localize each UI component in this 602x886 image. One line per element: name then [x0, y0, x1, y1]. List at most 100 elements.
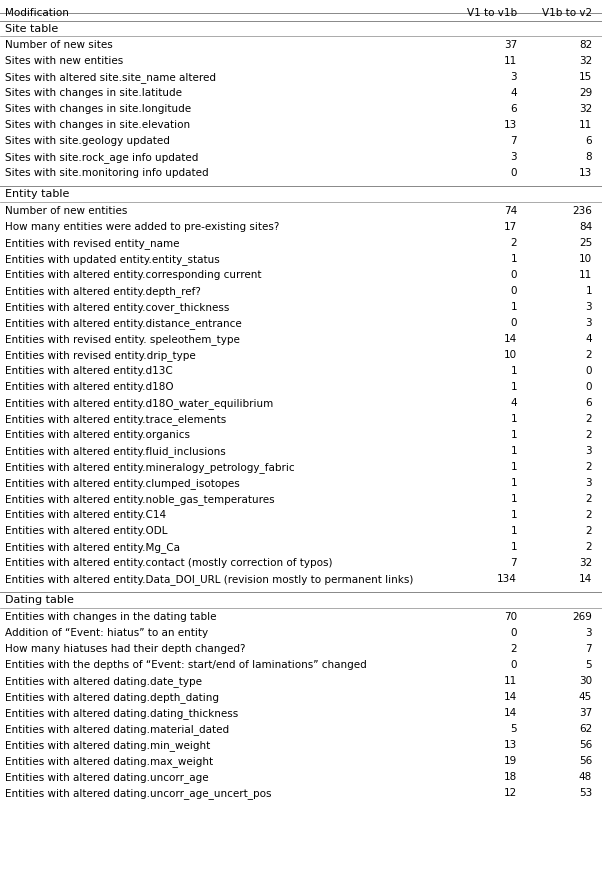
- Text: Entities with altered entity.Mg_Ca: Entities with altered entity.Mg_Ca: [5, 541, 180, 552]
- Text: Entities with revised entity. speleothem_type: Entities with revised entity. speleothem…: [5, 334, 240, 345]
- Text: 4: 4: [510, 398, 517, 408]
- Text: 7: 7: [510, 557, 517, 567]
- Text: 0: 0: [510, 167, 517, 178]
- Text: Modification: Modification: [5, 8, 69, 18]
- Text: 32: 32: [579, 56, 592, 66]
- Text: 10: 10: [504, 350, 517, 360]
- Text: 3: 3: [585, 301, 592, 312]
- Text: 0: 0: [586, 366, 592, 376]
- Text: 3: 3: [585, 478, 592, 487]
- Text: 7: 7: [585, 643, 592, 653]
- Text: Entities with altered entity.Data_DOI_URL (revision mostly to permanent links): Entities with altered entity.Data_DOI_UR…: [5, 573, 414, 584]
- Text: 1: 1: [510, 509, 517, 519]
- Text: Sites with altered site.site_name altered: Sites with altered site.site_name altere…: [5, 72, 216, 82]
- Text: 2: 2: [585, 525, 592, 535]
- Text: 6: 6: [585, 136, 592, 146]
- Text: Addition of “Event: hiatus” to an entity: Addition of “Event: hiatus” to an entity: [5, 627, 208, 637]
- Text: 62: 62: [579, 723, 592, 734]
- Text: 53: 53: [579, 787, 592, 797]
- Text: 11: 11: [579, 120, 592, 130]
- Text: Entities with altered dating.max_weight: Entities with altered dating.max_weight: [5, 755, 213, 766]
- Text: 1: 1: [510, 414, 517, 424]
- Text: Entities with altered dating.min_weight: Entities with altered dating.min_weight: [5, 739, 210, 750]
- Text: 3: 3: [510, 72, 517, 82]
- Text: Entities with altered entity.C14: Entities with altered entity.C14: [5, 509, 166, 519]
- Text: 37: 37: [504, 40, 517, 50]
- Text: V1b to v2: V1b to v2: [542, 8, 592, 18]
- Text: Entities with altered dating.uncorr_age_uncert_pos: Entities with altered dating.uncorr_age_…: [5, 787, 272, 798]
- Text: 14: 14: [579, 573, 592, 583]
- Text: 14: 14: [504, 691, 517, 701]
- Text: Number of new sites: Number of new sites: [5, 40, 113, 50]
- Text: Entity table: Entity table: [5, 189, 69, 198]
- Text: 0: 0: [510, 627, 517, 637]
- Text: 1: 1: [510, 494, 517, 503]
- Text: 1: 1: [510, 478, 517, 487]
- Text: Sites with changes in site.elevation: Sites with changes in site.elevation: [5, 120, 190, 130]
- Text: Entities with altered entity.mineralogy_petrology_fabric: Entities with altered entity.mineralogy_…: [5, 462, 294, 472]
- Text: 0: 0: [510, 285, 517, 296]
- Text: Entities with altered dating.depth_dating: Entities with altered dating.depth_datin…: [5, 691, 219, 702]
- Text: 7: 7: [510, 136, 517, 146]
- Text: Entities with altered entity.distance_entrance: Entities with altered entity.distance_en…: [5, 318, 242, 329]
- Text: Entities with altered dating.material_dated: Entities with altered dating.material_da…: [5, 723, 229, 734]
- Text: 0: 0: [510, 269, 517, 280]
- Text: 3: 3: [510, 152, 517, 162]
- Text: 1: 1: [510, 366, 517, 376]
- Text: Sites with site.monitoring info updated: Sites with site.monitoring info updated: [5, 167, 209, 178]
- Text: Site table: Site table: [5, 24, 58, 34]
- Text: How many entities were added to pre-existing sites?: How many entities were added to pre-exis…: [5, 222, 279, 232]
- Text: 1: 1: [510, 430, 517, 439]
- Text: 14: 14: [504, 707, 517, 717]
- Text: 45: 45: [579, 691, 592, 701]
- Text: 2: 2: [510, 643, 517, 653]
- Text: 1: 1: [510, 382, 517, 392]
- Text: 13: 13: [504, 739, 517, 750]
- Text: 14: 14: [504, 334, 517, 344]
- Text: Entities with altered dating.dating_thickness: Entities with altered dating.dating_thic…: [5, 707, 238, 718]
- Text: Entities with altered dating.uncorr_age: Entities with altered dating.uncorr_age: [5, 771, 209, 782]
- Text: Sites with site.rock_age info updated: Sites with site.rock_age info updated: [5, 152, 199, 163]
- Text: 15: 15: [579, 72, 592, 82]
- Text: Entities with altered entity.corresponding current: Entities with altered entity.correspondi…: [5, 269, 261, 280]
- Text: 12: 12: [504, 787, 517, 797]
- Text: 70: 70: [504, 611, 517, 621]
- Text: 13: 13: [504, 120, 517, 130]
- Text: Entities with altered entity.noble_gas_temperatures: Entities with altered entity.noble_gas_t…: [5, 494, 275, 504]
- Text: 2: 2: [585, 462, 592, 471]
- Text: 1: 1: [510, 301, 517, 312]
- Text: Entities with revised entity.drip_type: Entities with revised entity.drip_type: [5, 350, 196, 361]
- Text: How many hiatuses had their depth changed?: How many hiatuses had their depth change…: [5, 643, 246, 653]
- Text: 236: 236: [572, 206, 592, 216]
- Text: 32: 32: [579, 104, 592, 114]
- Text: Entities with changes in the dating table: Entities with changes in the dating tabl…: [5, 611, 217, 621]
- Text: 56: 56: [579, 739, 592, 750]
- Text: Entities with altered entity.trace_elements: Entities with altered entity.trace_eleme…: [5, 414, 226, 424]
- Text: Entities with updated entity.entity_status: Entities with updated entity.entity_stat…: [5, 253, 220, 265]
- Text: Entities with altered entity.d13C: Entities with altered entity.d13C: [5, 366, 173, 376]
- Text: 1: 1: [510, 462, 517, 471]
- Text: Entities with altered entity.fluid_inclusions: Entities with altered entity.fluid_inclu…: [5, 446, 226, 456]
- Text: 18: 18: [504, 771, 517, 781]
- Text: 29: 29: [579, 88, 592, 97]
- Text: 3: 3: [585, 446, 592, 455]
- Text: 11: 11: [579, 269, 592, 280]
- Text: 6: 6: [510, 104, 517, 114]
- Text: 11: 11: [504, 675, 517, 685]
- Text: Entities with the depths of “Event: start/end of laminations” changed: Entities with the depths of “Event: star…: [5, 659, 367, 669]
- Text: 2: 2: [585, 509, 592, 519]
- Text: 269: 269: [572, 611, 592, 621]
- Text: 0: 0: [510, 659, 517, 669]
- Text: 32: 32: [579, 557, 592, 567]
- Text: Sites with changes in site.longitude: Sites with changes in site.longitude: [5, 104, 191, 114]
- Text: 3: 3: [585, 318, 592, 328]
- Text: 2: 2: [585, 541, 592, 551]
- Text: 11: 11: [504, 56, 517, 66]
- Text: Entities with altered entity.clumped_isotopes: Entities with altered entity.clumped_iso…: [5, 478, 240, 488]
- Text: 1: 1: [510, 525, 517, 535]
- Text: 134: 134: [497, 573, 517, 583]
- Text: 17: 17: [504, 222, 517, 232]
- Text: Entities with altered dating.date_type: Entities with altered dating.date_type: [5, 675, 202, 686]
- Text: Entities with altered entity.d18O: Entities with altered entity.d18O: [5, 382, 173, 392]
- Text: Number of new entities: Number of new entities: [5, 206, 128, 216]
